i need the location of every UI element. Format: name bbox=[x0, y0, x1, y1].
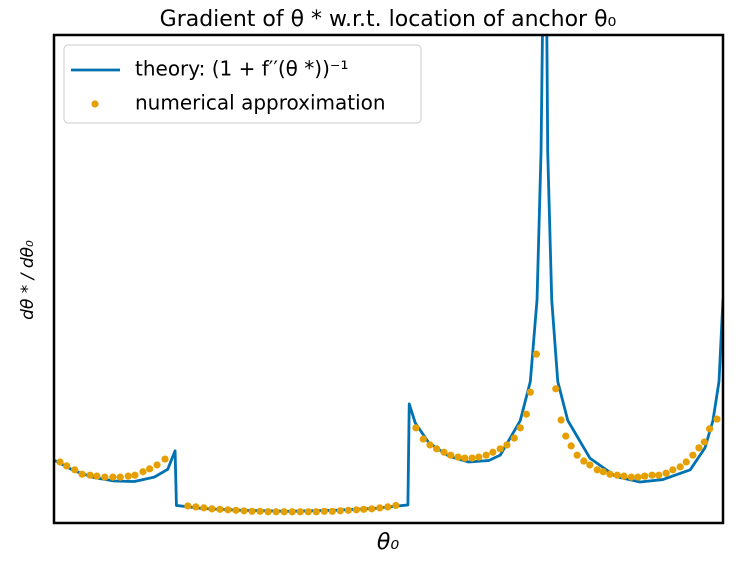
data-point bbox=[552, 385, 560, 393]
data-point bbox=[344, 506, 352, 514]
data-point bbox=[200, 504, 208, 512]
legend-box bbox=[63, 44, 422, 124]
data-point bbox=[627, 473, 635, 481]
data-point bbox=[586, 461, 594, 469]
data-point bbox=[288, 508, 296, 516]
legend: theory: (1 + f′′(θ *))⁻¹ numerical approx… bbox=[63, 44, 422, 124]
data-point bbox=[475, 453, 483, 461]
data-point bbox=[655, 471, 663, 479]
data-point bbox=[272, 508, 280, 516]
data-point bbox=[606, 470, 614, 478]
data-point bbox=[240, 507, 248, 515]
data-point bbox=[352, 506, 360, 514]
data-point bbox=[593, 466, 601, 474]
data-point bbox=[264, 508, 272, 516]
data-point bbox=[412, 424, 420, 432]
data-point bbox=[328, 507, 336, 515]
plot-area bbox=[54, 35, 723, 516]
data-point bbox=[454, 453, 462, 461]
data-point bbox=[124, 472, 132, 480]
data-point bbox=[496, 445, 504, 453]
data-point bbox=[503, 441, 511, 449]
data-point bbox=[440, 448, 448, 456]
data-point bbox=[116, 473, 124, 481]
data-point bbox=[392, 501, 400, 510]
data-point bbox=[447, 451, 455, 459]
data-point bbox=[700, 438, 708, 446]
data-point bbox=[482, 451, 490, 459]
data-point bbox=[580, 457, 588, 465]
data-point bbox=[208, 505, 216, 513]
data-point bbox=[71, 466, 79, 474]
y-axis-label: dθ * / dθ₀ bbox=[18, 240, 38, 320]
data-point bbox=[682, 458, 690, 466]
data-point bbox=[713, 415, 721, 423]
data-point bbox=[510, 434, 518, 442]
data-point bbox=[706, 425, 714, 433]
data-point bbox=[232, 506, 240, 514]
data-point bbox=[526, 388, 534, 396]
x-axis-label: θ₀ bbox=[377, 530, 399, 555]
data-point bbox=[63, 462, 71, 470]
data-point bbox=[648, 471, 656, 479]
data-point bbox=[689, 451, 697, 459]
data-point bbox=[516, 424, 524, 432]
data-point bbox=[613, 471, 621, 479]
legend-label: numerical approximation bbox=[135, 91, 386, 115]
chart-title: Gradient of θ * w.r.t. location of ancho… bbox=[160, 7, 617, 32]
data-point bbox=[695, 444, 703, 452]
data-point bbox=[224, 506, 232, 514]
data-point bbox=[312, 508, 320, 516]
data-point bbox=[296, 508, 304, 516]
data-point bbox=[139, 468, 147, 476]
data-point bbox=[599, 468, 607, 476]
data-point bbox=[360, 505, 368, 513]
data-point bbox=[192, 503, 200, 511]
data-point bbox=[676, 463, 684, 471]
data-point bbox=[557, 416, 565, 424]
data-point bbox=[256, 507, 264, 515]
data-point bbox=[368, 505, 376, 513]
data-point bbox=[384, 503, 392, 511]
data-point bbox=[641, 472, 649, 480]
data-point bbox=[216, 505, 224, 513]
data-point bbox=[662, 469, 670, 477]
data-point bbox=[376, 504, 384, 512]
data-point bbox=[634, 473, 642, 481]
legend-label: theory: (1 + f′′(θ *))⁻¹ bbox=[135, 57, 348, 81]
data-point bbox=[146, 465, 154, 473]
data-point bbox=[532, 350, 540, 358]
data-point bbox=[304, 508, 312, 516]
data-point bbox=[93, 472, 101, 480]
data-point bbox=[109, 473, 117, 481]
data-point bbox=[419, 435, 427, 443]
legend-marker bbox=[91, 100, 99, 108]
data-point bbox=[336, 507, 344, 515]
data-point bbox=[153, 461, 161, 469]
data-point bbox=[522, 410, 530, 418]
data-point bbox=[78, 470, 86, 478]
data-point bbox=[433, 445, 441, 453]
data-point bbox=[320, 507, 328, 515]
data-point bbox=[184, 502, 192, 510]
data-point bbox=[56, 458, 64, 466]
data-point bbox=[562, 432, 570, 440]
data-point bbox=[280, 508, 288, 516]
data-point bbox=[161, 455, 169, 463]
data-point bbox=[567, 442, 575, 450]
data-point bbox=[101, 473, 109, 481]
data-point bbox=[426, 441, 434, 449]
data-point bbox=[461, 454, 469, 462]
data-point bbox=[573, 451, 581, 459]
data-point bbox=[131, 471, 139, 479]
data-point bbox=[468, 454, 476, 462]
data-point bbox=[86, 471, 94, 479]
data-point bbox=[620, 472, 628, 480]
plot-frame bbox=[52, 33, 725, 525]
data-point bbox=[248, 507, 256, 515]
data-point bbox=[669, 466, 677, 474]
data-point bbox=[489, 448, 497, 456]
